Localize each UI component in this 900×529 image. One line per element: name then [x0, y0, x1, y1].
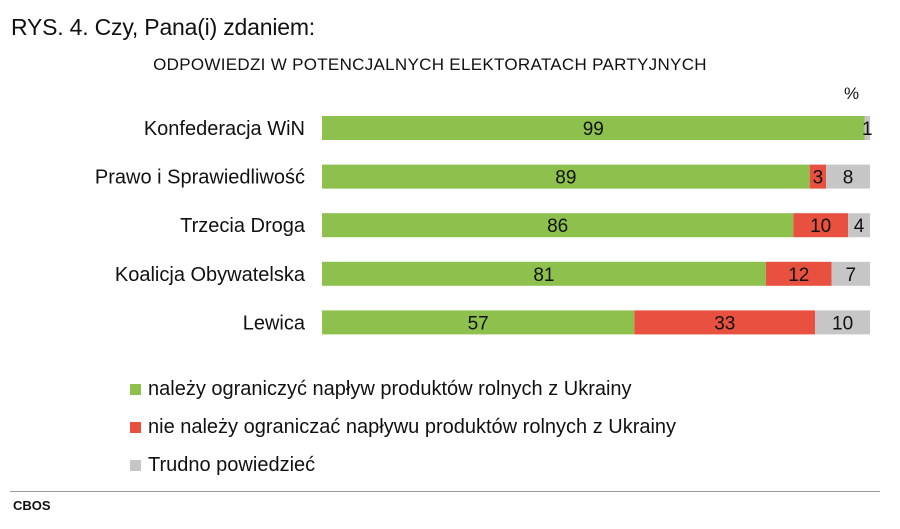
data-label-hard-to-say-konfederacja-win: 1 [862, 119, 873, 140]
category-label-konfederacja-win: Konfederacja WiN [144, 118, 305, 140]
bar-limit-lewica [322, 310, 635, 335]
data-label-limit-lewica: 57 [468, 313, 489, 334]
legend-item-hard-to-say: Trudno powiedzieć [130, 446, 676, 484]
bar-no-limit-koalicja-obywatelska [765, 261, 832, 286]
legend-label-hard-to-say: Trudno powiedzieć [148, 453, 316, 476]
legend-label-limit: należy ograniczyć napływ produktów rolny… [148, 377, 632, 400]
data-label-no-limit-prawo-i-sprawiedliwo-: 3 [813, 168, 824, 189]
bar-hard-to-say-koalicja-obywatelska [831, 261, 870, 286]
data-label-limit-koalicja-obywatelska: 81 [533, 265, 554, 286]
data-label-no-limit-lewica: 33 [714, 313, 735, 334]
bar-no-limit-prawo-i-sprawiedliwo- [809, 164, 827, 189]
bar-hard-to-say-konfederacja-win [864, 116, 870, 140]
legend-label-no-limit: nie należy ograniczać napływu produktów … [148, 415, 677, 438]
bar-no-limit-trzecia-droga [793, 213, 849, 238]
category-label-lewica: Lewica [243, 312, 306, 334]
data-label-hard-to-say-lewica: 10 [832, 313, 853, 334]
chart-subtitle: ODPOWIEDZI W POTENCJALNYCH ELEKTORATACH … [153, 55, 707, 74]
data-label-limit-konfederacja-win: 99 [583, 119, 604, 140]
stacked-bar-chart: Konfederacja WiN 99 1 Prawo i Sprawiedliwoś… [95, 116, 873, 335]
unit-label: % [844, 84, 860, 103]
legend-item-no-limit: nie należy ograniczać napływu produktów … [130, 408, 676, 446]
bar-limit-konfederacja-win [322, 116, 865, 140]
bar-hard-to-say-prawo-i-sprawiedliwo- [826, 164, 870, 189]
legend-swatch-hard-to-say [130, 459, 141, 471]
data-label-hard-to-say-koalicja-obywatelska: 7 [846, 265, 857, 286]
category-label-trzecia-droga: Trzecia Droga [180, 215, 306, 237]
chart-title: RYS. 4. Czy, Pana(i) zdaniem: [11, 14, 315, 40]
category-label-koalicja-obywatelska: Koalicja Obywatelska [115, 264, 306, 286]
bar-hard-to-say-trzecia-droga [848, 213, 870, 238]
bar-no-limit-lewica [634, 310, 816, 335]
data-label-hard-to-say-trzecia-droga: 4 [854, 216, 865, 237]
bar-limit-trzecia-droga [322, 213, 794, 238]
footer-divider [10, 491, 880, 492]
bar-limit-prawo-i-sprawiedliwo- [322, 164, 810, 189]
legend-swatch-limit [130, 383, 141, 395]
legend: należy ograniczyć napływ produktów rolny… [130, 370, 676, 484]
data-label-limit-trzecia-droga: 86 [547, 216, 568, 237]
category-label-prawo-i-sprawiedliwo-: Prawo i Sprawiedliwość [95, 167, 305, 189]
bar-limit-koalicja-obywatelska [322, 261, 766, 286]
data-label-limit-prawo-i-sprawiedliwo-: 89 [555, 168, 576, 189]
bar-hard-to-say-lewica [815, 310, 870, 335]
data-label-hard-to-say-prawo-i-sprawiedliwo-: 8 [843, 168, 854, 189]
data-label-no-limit-trzecia-droga: 10 [810, 216, 831, 237]
legend-swatch-no-limit [130, 421, 141, 433]
source-label: CBOS [13, 498, 51, 513]
legend-item-limit: należy ograniczyć napływ produktów rolny… [130, 370, 676, 408]
data-label-no-limit-koalicja-obywatelska: 12 [788, 265, 809, 286]
